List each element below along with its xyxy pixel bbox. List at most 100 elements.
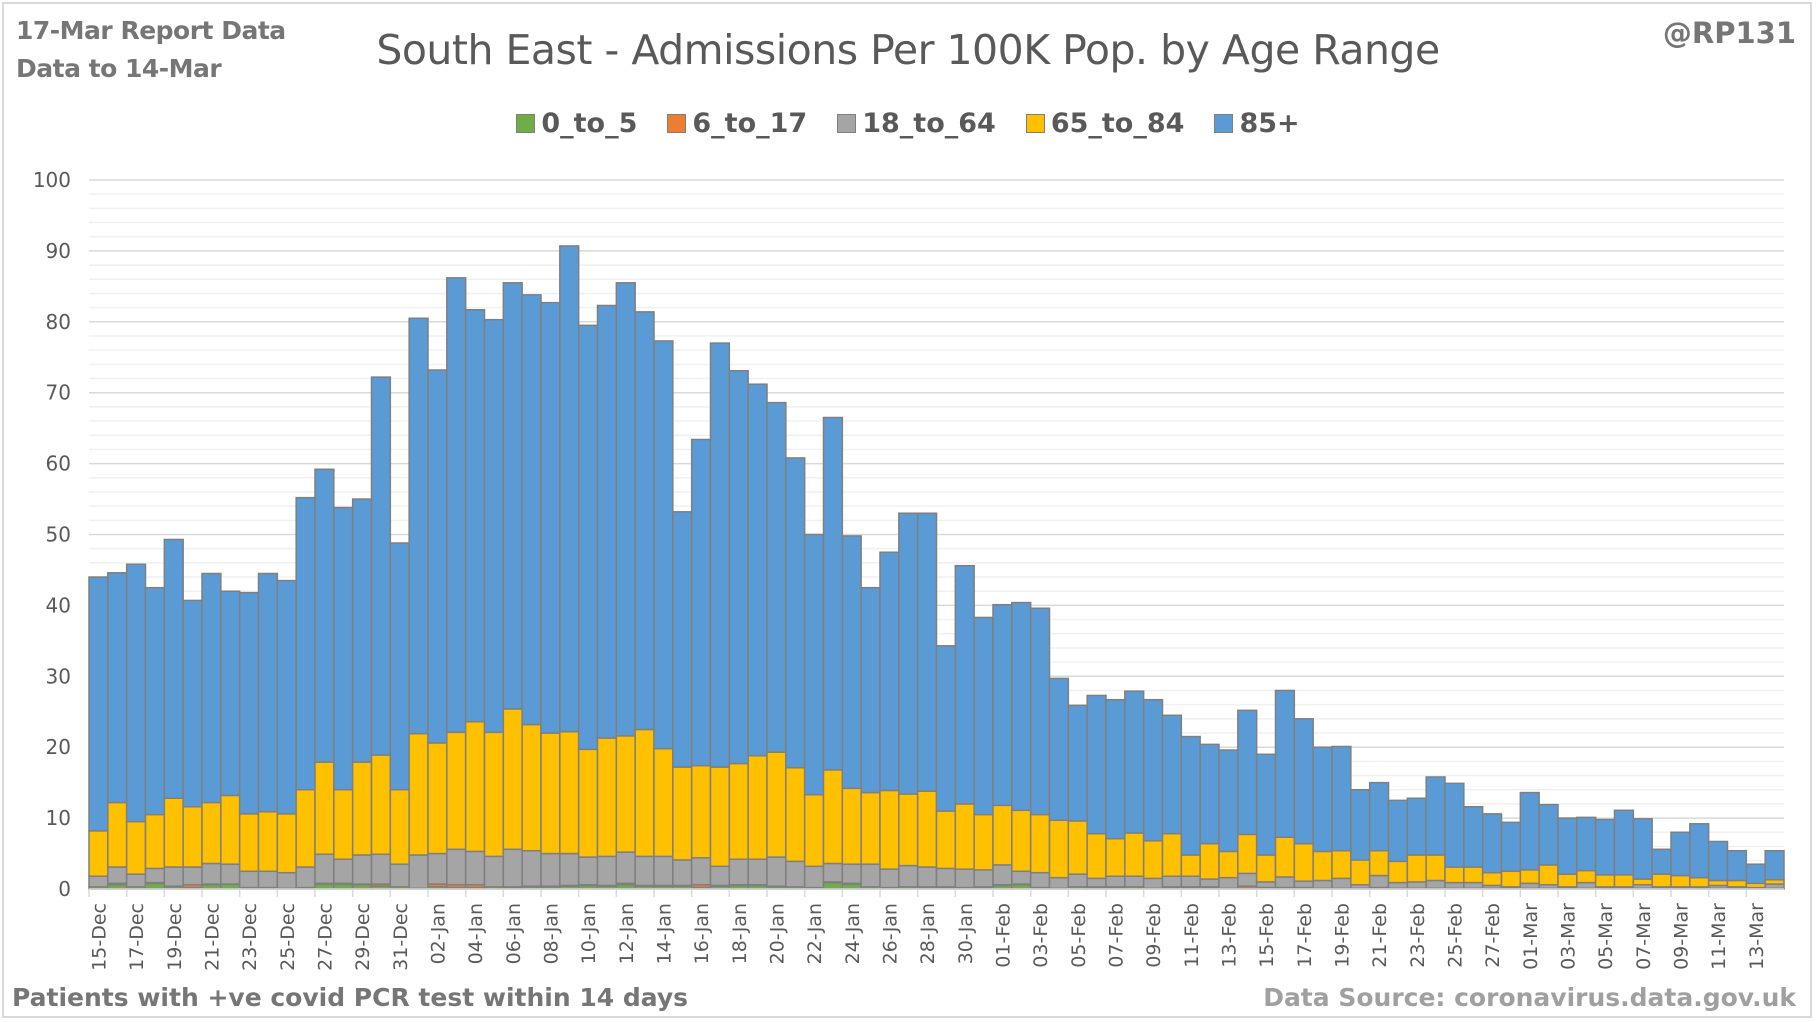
bar-segment-85- (935, 645, 957, 812)
bar-segment-85- (596, 304, 618, 739)
bar-segment-65-to-84 (973, 813, 994, 871)
x-tick-label: 23-Dec (239, 903, 261, 971)
x-tick-label: 12-Jan (616, 903, 638, 964)
report-date: 17-Mar Report Data (16, 16, 286, 45)
bar-segment-85- (1764, 849, 1785, 881)
bar-segment-85- (182, 599, 203, 808)
bar-segment-65-to-84 (785, 767, 806, 863)
bar-segment-18-to-64 (1255, 881, 1277, 889)
bar-segment-85- (728, 369, 749, 765)
bar-segment-18-to-64 (1199, 878, 1220, 888)
bar-segment-18-to-64 (1105, 875, 1126, 888)
bar-segment-85- (389, 542, 410, 791)
bar-segment-18-to-64 (728, 858, 749, 886)
bar-segment-65-to-84 (653, 747, 674, 858)
legend-item-18-to-64: 18_to_64 (837, 108, 996, 139)
bar-segment-85- (1613, 809, 1635, 876)
x-tick-label: 21-Feb (1369, 903, 1391, 968)
bar-segment-65-to-84 (1218, 850, 1239, 879)
bar-segment-18-to-64 (935, 867, 957, 888)
bar-segment-18-to-64 (1011, 870, 1032, 885)
x-tick-label: 17-Dec (126, 903, 148, 971)
bar-segment-65-to-84 (427, 742, 448, 855)
bar-segment-85- (88, 576, 109, 832)
bar-segment-85- (954, 564, 975, 805)
bar-segment-65-to-84 (841, 787, 862, 865)
bar-segment-18-to-64 (785, 860, 806, 888)
bar-segment-85- (257, 572, 279, 813)
bar-segment-65-to-84 (690, 764, 712, 859)
bar-segment-85- (1500, 821, 1522, 873)
bar-segment-18-to-64 (540, 852, 561, 887)
bar-segment-85- (427, 369, 448, 744)
bar-segment-65-to-84 (1519, 869, 1540, 885)
bar-segment-18-to-64 (1274, 876, 1296, 889)
bar-segment-85- (1067, 704, 1088, 822)
bar-segment-18-to-64 (973, 869, 994, 888)
bar-segment-18-to-64 (860, 863, 881, 888)
bar-segment-85- (483, 318, 505, 734)
bar-segment-85- (898, 512, 919, 795)
bar-segment-85- (1557, 817, 1578, 875)
bar-segment-18-to-64 (1218, 876, 1239, 890)
bar-segment-18-to-64 (257, 870, 279, 889)
bar-segment-85- (521, 294, 542, 726)
bar-segment-18-to-64 (446, 848, 467, 886)
x-tick-label: 15-Feb (1256, 903, 1278, 968)
x-tick-label: 25-Dec (277, 903, 299, 971)
x-tick-label: 29-Dec (352, 903, 374, 971)
bar-segment-65-to-84 (1067, 820, 1088, 875)
bar-segment-18-to-64 (1048, 876, 1070, 890)
legend-swatch-65-to-84 (1025, 114, 1045, 133)
bar-segment-65-to-84 (370, 754, 392, 856)
bar-segment-65-to-84 (1293, 842, 1314, 882)
x-tick-label: 27-Dec (314, 903, 336, 971)
bar-segment-85- (1029, 607, 1051, 816)
bar-segment-85- (238, 591, 260, 815)
bar-segment-18-to-64 (596, 855, 618, 887)
bar-segment-85- (992, 603, 1013, 807)
bar-segment-85- (1481, 813, 1503, 874)
legend-item-6-to-17: 6_to_17 (667, 108, 807, 139)
x-tick-label: 23-Feb (1407, 903, 1429, 968)
bar-segment-0-to-5 (144, 882, 166, 890)
bar-segment-85- (747, 383, 768, 757)
bar-segment-18-to-64 (333, 858, 354, 885)
bar-segment-85- (577, 324, 599, 751)
bar-segment-85- (1199, 743, 1220, 845)
bar-segment-65-to-84 (709, 766, 731, 868)
bar-segment-18-to-64 (1463, 881, 1484, 890)
y-tick-label: 10 (46, 806, 71, 830)
bar-segment-18-to-64 (559, 852, 580, 887)
bar-segment-18-to-64 (314, 853, 335, 885)
bar-segment-85- (879, 551, 900, 792)
bar-segment-65-to-84 (1726, 879, 1748, 888)
bar-segment-85- (370, 376, 392, 756)
bar-segment-85- (220, 590, 241, 797)
bar-segment-65-to-84 (1048, 819, 1070, 879)
bar-segment-65-to-84 (992, 804, 1013, 866)
bar-segment-85- (201, 572, 222, 804)
footnote: Patients with +ve covid PCR test within … (12, 983, 689, 1012)
bar-segment-85- (333, 506, 354, 791)
bar-segment-65-to-84 (898, 793, 919, 867)
bar-segment-65-to-84 (860, 791, 881, 865)
bar-segment-18-to-64 (1086, 877, 1107, 888)
bar-segment-65-to-84 (1274, 836, 1296, 878)
bar-segment-18-to-64 (709, 865, 731, 887)
bar-segment-65-to-84 (314, 761, 335, 856)
bar-segment-85- (1331, 745, 1352, 852)
legend-swatch-85-plus (1214, 114, 1234, 133)
legend-swatch-18-to-64 (837, 114, 857, 133)
bar-segment-65-to-84 (1331, 849, 1352, 880)
bar-segment-18-to-64 (88, 875, 109, 888)
bar-segment-65-to-84 (182, 806, 203, 868)
bar-segment-18-to-64 (1312, 879, 1333, 890)
x-tick-label: 21-Dec (201, 903, 223, 971)
x-tick-label: 10-Jan (578, 903, 600, 964)
bar-segment-18-to-64 (1237, 872, 1258, 887)
bar-segment-18-to-64 (201, 862, 222, 885)
bar-segment-65-to-84 (333, 788, 354, 860)
bar-segment-85- (559, 245, 580, 733)
legend-item-65-to-84: 65_to_84 (1025, 108, 1184, 139)
